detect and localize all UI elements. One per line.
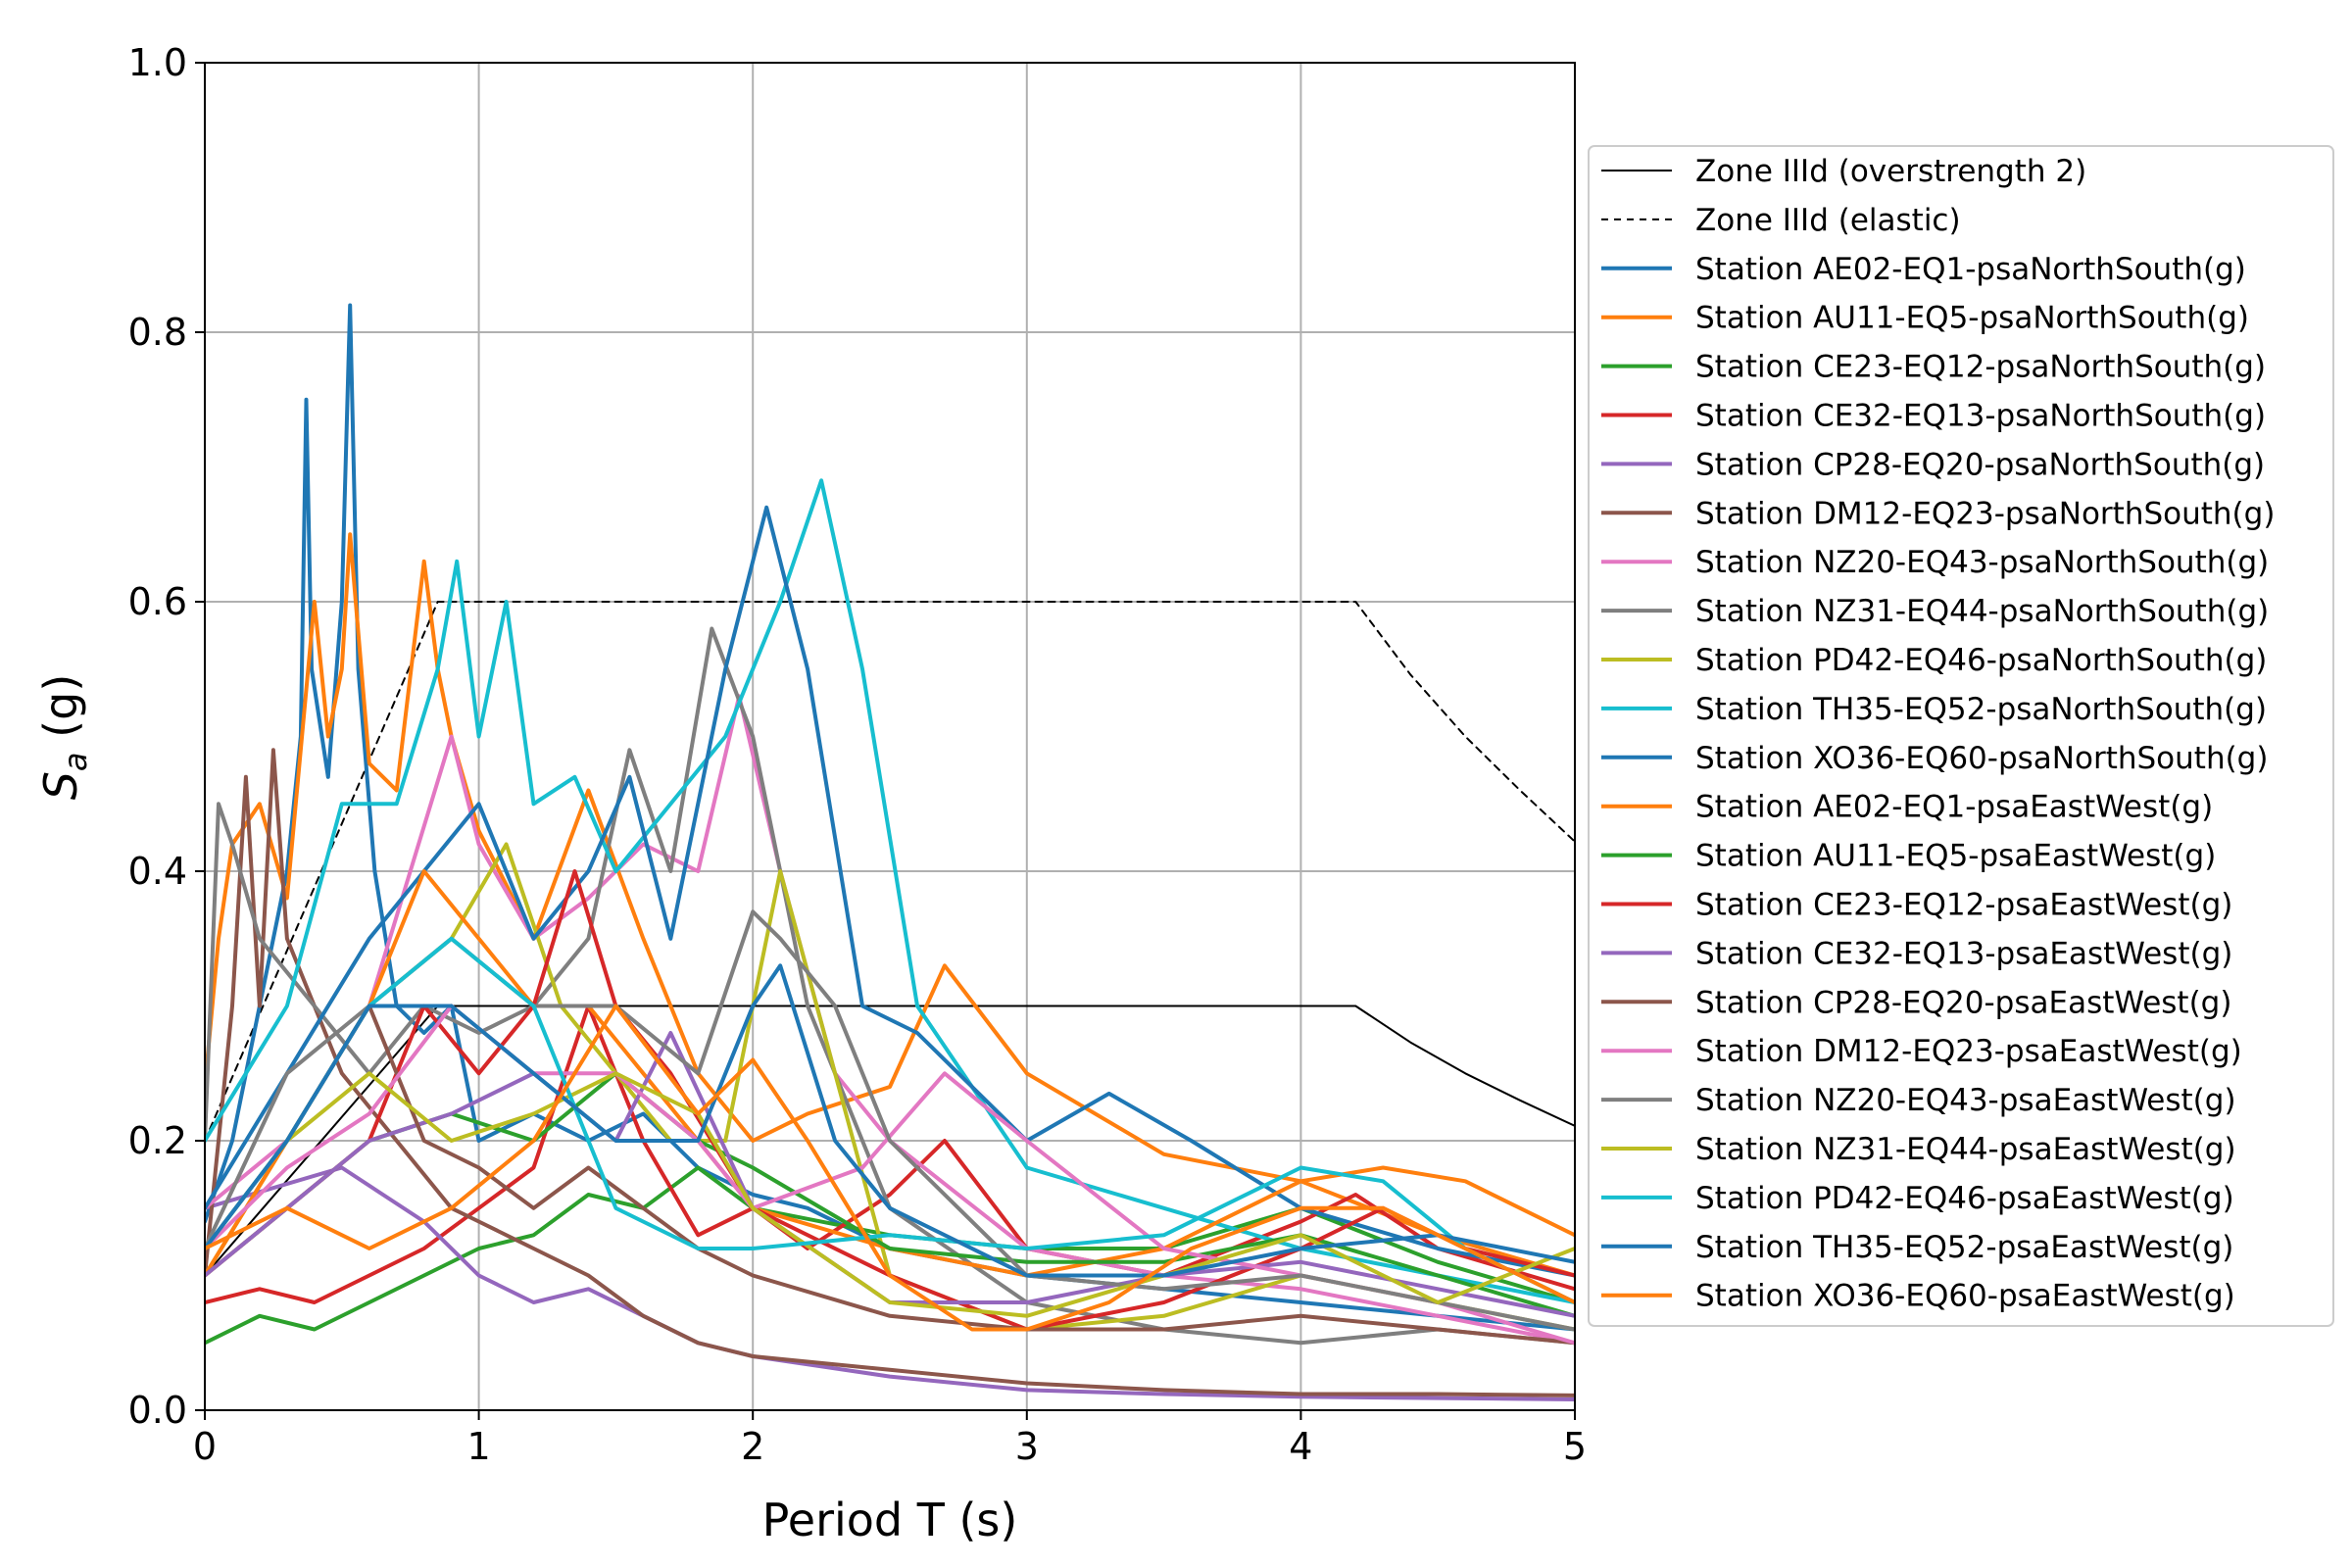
- series-line-station-nz31-eq44-psaeastwest-g: [205, 1071, 1575, 1318]
- legend-entry-label: Station AE02-EQ1-psaNorthSouth(g): [1695, 252, 2246, 287]
- legend-entry-label: Station XO36-EQ60-psaNorthSouth(g): [1695, 741, 2268, 776]
- x-tick-label: 1: [467, 1425, 491, 1468]
- y-tick-label: 1.0: [128, 41, 187, 84]
- legend-entry-label: Station CE32-EQ13-psaEastWest(g): [1695, 936, 2232, 971]
- legend-entry-label: Station TH35-EQ52-psaNorthSouth(g): [1695, 692, 2267, 727]
- y-axis-label-symbol: S: [34, 771, 87, 800]
- legend-entry-label: Station AU11-EQ5-psaNorthSouth(g): [1695, 301, 2249, 336]
- legend-entry-label: Station AE02-EQ1-psaEastWest(g): [1695, 790, 2213, 825]
- series-line-station-dm12-eq23-psaeastwest-g: [205, 1004, 1575, 1346]
- y-tick-label: 0.6: [128, 580, 187, 623]
- y-tick-label: 0.8: [128, 311, 187, 354]
- x-tick-label: 5: [1563, 1425, 1587, 1468]
- legend-entry-label: Station XO36-EQ60-psaEastWest(g): [1695, 1279, 2235, 1314]
- legend-entry-label: Station NZ31-EQ44-psaEastWest(g): [1695, 1132, 2236, 1167]
- legend-entry-label: Station CP28-EQ20-psaNorthSouth(g): [1695, 447, 2265, 482]
- x-tick-label: 3: [1015, 1425, 1039, 1468]
- series-line-station-xo36-eq60-psanorthsouth-g: [205, 505, 1575, 1278]
- series-line-station-nz20-eq43-psanorthsouth-g: [205, 694, 1575, 1346]
- x-tick-label: 2: [741, 1425, 764, 1468]
- legend: Zone IIId (overstrength 2) Zone IIId (ela…: [1588, 145, 2334, 1327]
- series-line-station-dm12-eq23-psanorthsouth-g: [205, 748, 1575, 1397]
- legend-entry-label: Station CE32-EQ13-psaNorthSouth(g): [1695, 399, 2266, 434]
- legend-entry-label: Station CP28-EQ20-psaEastWest(g): [1695, 985, 2231, 1020]
- y-tick-label: 0.4: [128, 850, 187, 893]
- x-axis-label: Period T (s): [762, 1494, 1018, 1546]
- x-tick-label: 0: [193, 1425, 217, 1468]
- series-line-zone-iiid-elastic: [205, 601, 1575, 1142]
- legend-entry-label: Zone IIId (overstrength 2): [1695, 154, 2086, 189]
- series-lines: [205, 303, 1575, 1401]
- y-axis-label-subscript: a: [57, 752, 94, 771]
- series-line-station-pd42-eq46-psaeastwest-g: [205, 936, 1575, 1304]
- x-tick-label: 4: [1289, 1425, 1312, 1468]
- axis-ticks: 0 1 2 3 4 5 0.0 0.2 0.4 0.6 0.8 1.0: [128, 41, 1588, 1468]
- series-line-station-th35-eq52-psaeastwest-g: [205, 963, 1575, 1278]
- legend-entry-label: Station NZ20-EQ43-psaEastWest(g): [1695, 1083, 2236, 1118]
- legend-entry-label: Station NZ20-EQ43-psaNorthSouth(g): [1695, 545, 2269, 580]
- series-line-station-ce23-eq12-psaeastwest-g: [205, 869, 1575, 1332]
- series-line-station-xo36-eq60-psaeastwest-g: [205, 1004, 1575, 1332]
- legend-entry-label: Station AU11-EQ5-psaEastWest(g): [1695, 839, 2216, 874]
- legend-entry-label: Zone IIId (elastic): [1695, 203, 1961, 238]
- legend-entry-label: Station NZ31-EQ44-psaNorthSouth(g): [1695, 594, 2269, 629]
- series-line-station-ce32-eq13-psaeastwest-g: [205, 1031, 1575, 1318]
- legend-box: [1588, 145, 2334, 1327]
- y-tick-label: 0.0: [128, 1389, 187, 1432]
- legend-entry-label: Station DM12-EQ23-psaEastWest(g): [1695, 1034, 2242, 1069]
- y-axis-label: Sa (g): [34, 674, 94, 801]
- legend-entry-label: Station DM12-EQ23-psaNorthSouth(g): [1695, 496, 2275, 531]
- y-axis-label-unit: (g): [34, 674, 87, 753]
- plot-area-frame: [204, 62, 1576, 1411]
- series-line-station-ce32-eq13-psanorthsouth-g: [205, 1004, 1575, 1304]
- legend-entry-label: Station CE23-EQ12-psaNorthSouth(g): [1695, 350, 2266, 385]
- legend-entry-label: Station PD42-EQ46-psaEastWest(g): [1695, 1181, 2234, 1216]
- y-tick-label: 0.2: [128, 1119, 187, 1162]
- series-line-station-ae02-eq1-psanorthsouth-g: [205, 303, 1575, 1332]
- series-line-station-cp28-eq20-psaeastwest-g: [205, 1004, 1575, 1346]
- legend-entry-label: Station CE23-EQ12-psaEastWest(g): [1695, 888, 2232, 923]
- legend-entry-label: Station TH35-EQ52-psaEastWest(g): [1695, 1230, 2233, 1265]
- legend-entry-label: Station PD42-EQ46-psaNorthSouth(g): [1695, 643, 2267, 678]
